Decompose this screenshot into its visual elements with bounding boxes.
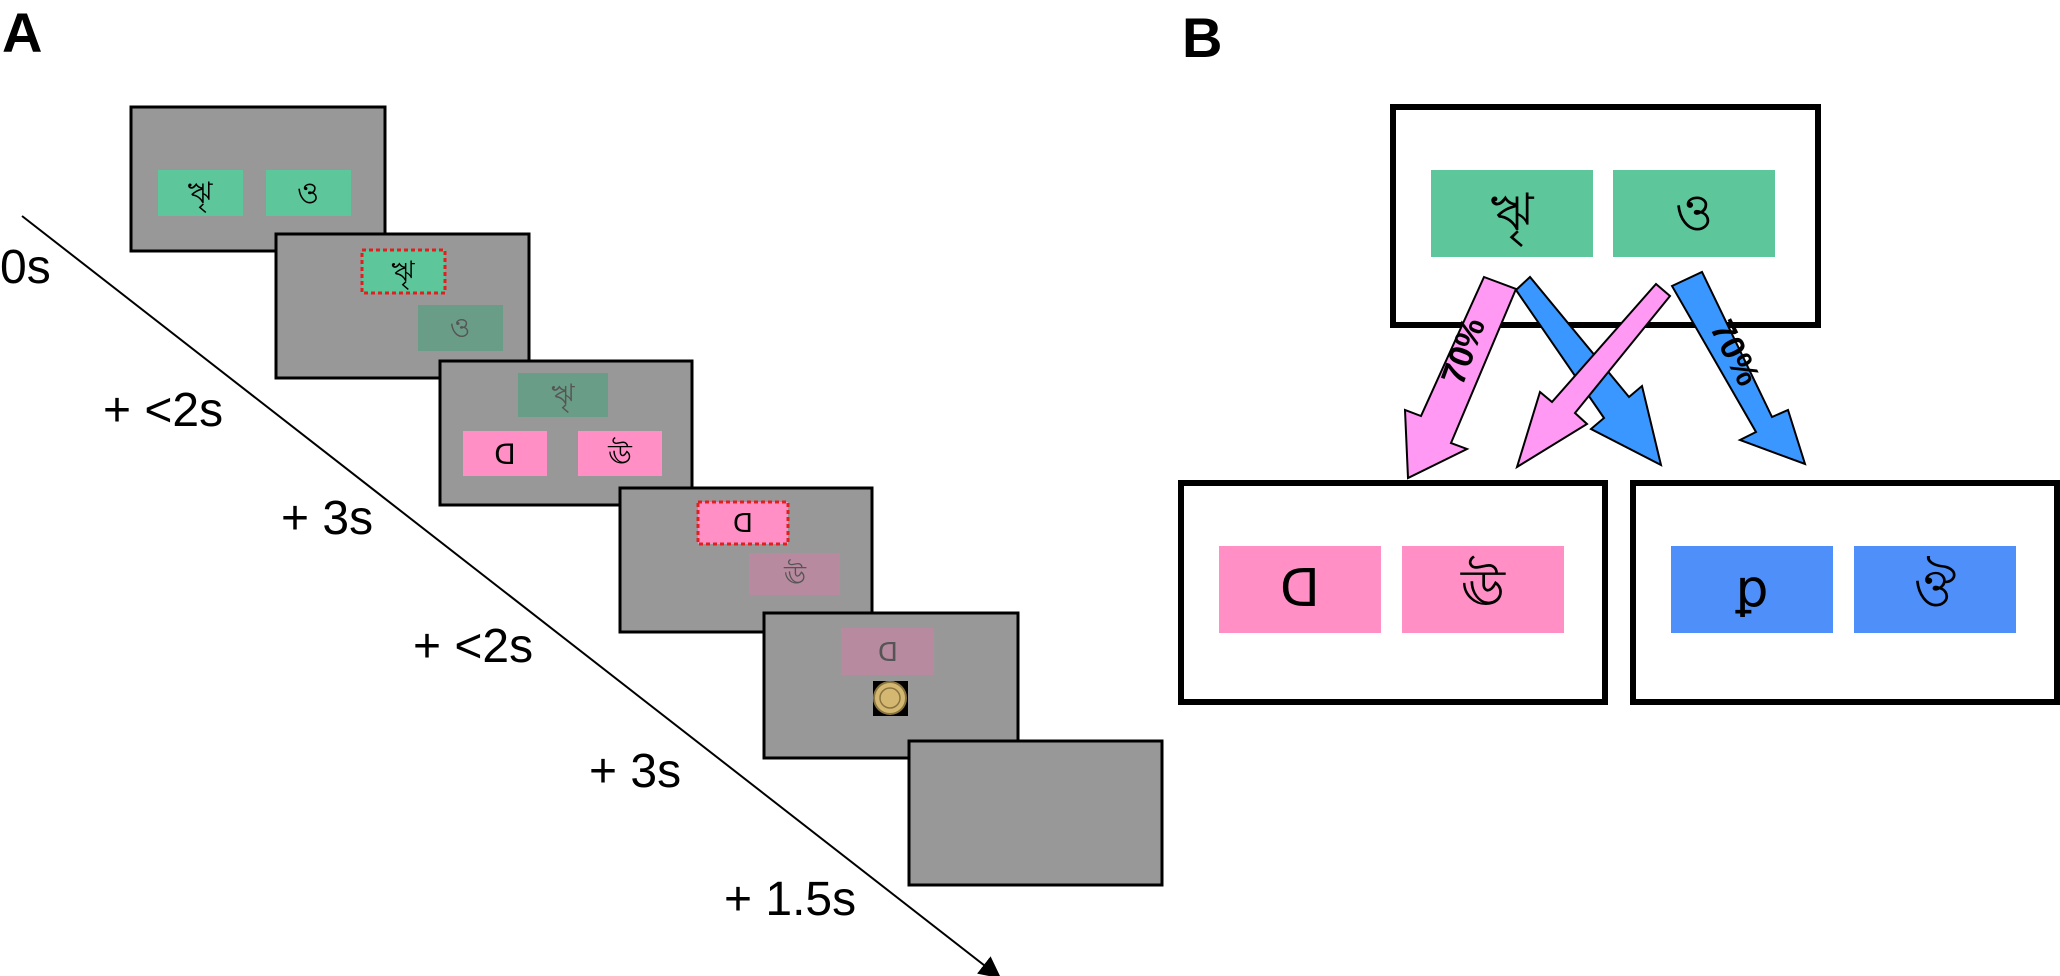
panel-a-letter: A bbox=[2, 1, 42, 64]
faded-stage2-symbol: ঊ bbox=[783, 559, 807, 591]
time-label-4: + 3s bbox=[589, 745, 681, 798]
stage2-right-option bbox=[578, 431, 662, 476]
time-label-3: + <2s bbox=[413, 620, 533, 673]
selected-stage2-symbol: ꓷ bbox=[733, 509, 753, 539]
screen-stage1-choice: ৠ ও bbox=[129, 105, 387, 253]
time-label-5: + 1.5s bbox=[724, 873, 856, 926]
stage2-right-symbol: ঊ bbox=[607, 437, 633, 471]
second-stage-pink-box: ꓷ ঊ bbox=[1178, 480, 1608, 705]
outcome-chosen-option bbox=[841, 628, 934, 675]
blue-right-option bbox=[1854, 546, 2016, 633]
stage1-left-option bbox=[158, 170, 243, 216]
selected-stage1-symbol: ৠ bbox=[391, 255, 415, 290]
outcome-chosen-symbol: ꓷ bbox=[878, 638, 898, 668]
first-stage-right-option bbox=[1613, 170, 1775, 257]
first-stage-box: ৠ ও bbox=[1390, 104, 1821, 328]
stage1-left-symbol: ৠ bbox=[188, 176, 214, 213]
stage1-right-option bbox=[266, 170, 351, 216]
faded-stage2-option bbox=[749, 553, 840, 595]
stage2-chosen-stage1-reminder bbox=[518, 373, 608, 417]
stage2-reminder-symbol: ৠ bbox=[551, 378, 575, 413]
selected-stage2-option bbox=[696, 500, 790, 546]
coin-inner-ring bbox=[879, 687, 901, 709]
coin-icon bbox=[873, 681, 907, 715]
pink-left-option bbox=[1219, 546, 1381, 633]
stage2-left-symbol: ꓷ bbox=[494, 438, 515, 471]
blue-left-option bbox=[1671, 546, 1833, 633]
first-stage-left-option bbox=[1431, 170, 1593, 257]
screen-iti bbox=[907, 739, 1164, 887]
screen-stage2-selection: ꓷ ঊ bbox=[618, 486, 874, 634]
faded-stage1-option bbox=[418, 305, 503, 351]
first-stage-left-symbol: ৠ bbox=[1490, 183, 1534, 247]
common-arrow-right bbox=[1670, 270, 1807, 466]
screen-stage1-selection: ৠ ও bbox=[274, 232, 531, 380]
second-stage-blue-box: ꝑ ঔ bbox=[1630, 480, 2060, 705]
blue-left-symbol: ꝑ bbox=[1734, 559, 1768, 619]
time-label-0: 0s bbox=[0, 241, 51, 294]
selected-stage1-option bbox=[360, 248, 447, 295]
pink-right-symbol: ঊ bbox=[1460, 556, 1506, 619]
panel-b-letter: B bbox=[1182, 6, 1222, 69]
stage1-right-symbol: ও bbox=[297, 176, 319, 211]
screen-stage2-choice: ৠ ꓷ ঊ bbox=[438, 359, 694, 507]
time-label-2: + 3s bbox=[281, 492, 373, 545]
pink-left-symbol: ꓷ bbox=[1280, 559, 1320, 619]
screen-outcome: ꓷ bbox=[762, 611, 1020, 760]
timeline-arrow bbox=[21, 215, 1002, 976]
time-label-1: + <2s bbox=[103, 384, 223, 437]
blue-right-symbol: ঔ bbox=[1914, 556, 1957, 619]
stage2-left-option bbox=[463, 431, 547, 476]
first-stage-right-symbol: ও bbox=[1675, 183, 1713, 243]
pink-right-option bbox=[1402, 546, 1564, 633]
rare-arrow-right bbox=[1515, 282, 1672, 470]
common-arrow-left bbox=[1403, 275, 1518, 480]
faded-stage1-symbol: ও bbox=[450, 311, 471, 344]
